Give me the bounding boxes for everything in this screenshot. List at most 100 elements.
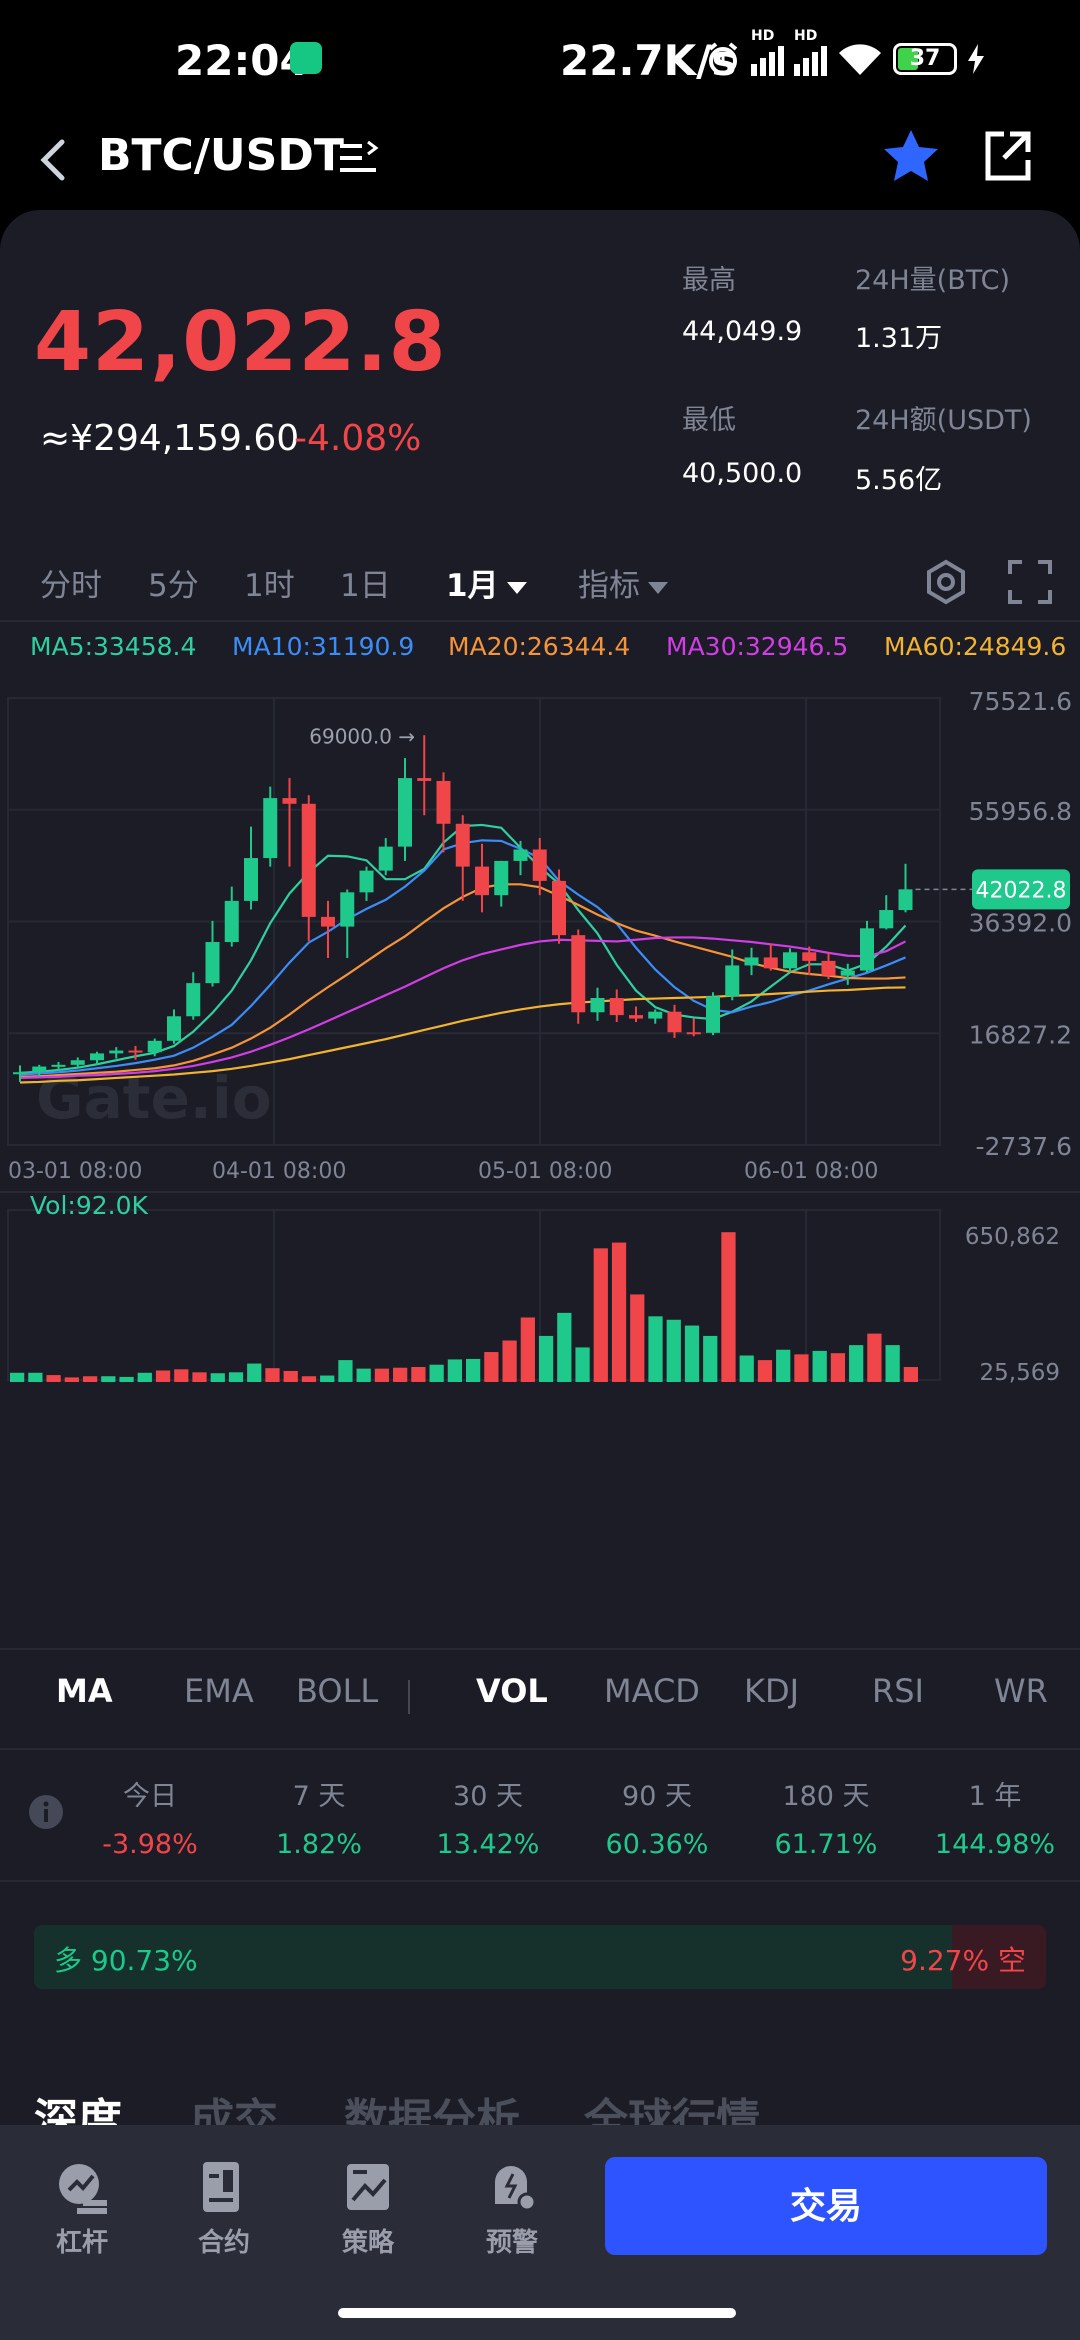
y-tick-label: 36392.0 <box>969 909 1072 938</box>
amount-24h-value: 5.56亿 <box>855 465 943 496</box>
cny-price: ≈¥294,159.60 <box>40 418 300 459</box>
pair-menu-icon[interactable] <box>338 136 380 182</box>
candle <box>378 846 393 871</box>
volume-bar <box>502 1340 517 1382</box>
volume-bar <box>338 1360 353 1382</box>
volume-24h-value: 1.31万 <box>855 323 943 354</box>
candle <box>301 803 316 917</box>
volume-bar <box>447 1359 462 1382</box>
candlestick-chart[interactable]: 75521.6 55956.8 36392.0 16827.2 -2737.6 03-01… <box>0 680 1080 1650</box>
signal-icon: HD <box>751 28 784 76</box>
perf-value: -3.98% <box>102 1829 198 1860</box>
tab-indicator-kdj[interactable]: KDJ <box>744 1672 800 1710</box>
candle <box>667 1011 682 1033</box>
candle <box>513 849 528 861</box>
tab-indicator-macd[interactable]: MACD <box>604 1672 700 1710</box>
status-time: 22:04 <box>175 36 309 85</box>
back-arrow-icon[interactable] <box>30 132 80 188</box>
tab-indicator-ema[interactable]: EMA <box>184 1672 254 1710</box>
candle <box>860 928 874 971</box>
alert-label: 预警 <box>485 2228 538 2258</box>
ma-legend: MA5:33458.4 MA10:31190.9 MA20:26344.4 MA… <box>0 620 1080 680</box>
volume-bar <box>301 1376 317 1382</box>
low-value: 40,500.0 <box>682 458 803 489</box>
perf-value: 61.71% <box>774 1829 878 1860</box>
indicator-dropdown[interactable]: 指标 <box>578 560 668 605</box>
tab-timeframe-5m[interactable]: 5分 <box>148 568 199 604</box>
candle <box>648 1011 663 1019</box>
volume-bar <box>393 1367 408 1382</box>
perf-label: 90 天 <box>622 1781 692 1812</box>
tab-timeframe-line[interactable]: 分时 <box>40 568 102 604</box>
strategy-button[interactable]: 策略 <box>318 2160 418 2259</box>
tab-indicator-wr[interactable]: WR <box>994 1672 1048 1710</box>
candle <box>783 952 797 969</box>
high-value: 44,049.9 <box>682 316 803 347</box>
candle <box>167 1016 181 1041</box>
share-icon[interactable] <box>980 126 1036 186</box>
timeframe-bar: 分时 5分 1时 1日 1月 指标 <box>0 540 1080 620</box>
contract-icon <box>203 2162 239 2212</box>
volume-bar <box>885 1345 900 1382</box>
alert-icon <box>495 2166 537 2212</box>
ma5-value: MA5:33458.4 <box>30 632 197 661</box>
volume-bar <box>739 1355 754 1382</box>
long-ratio-text: 多 90.73% <box>54 1944 198 1977</box>
chart-settings-icon[interactable] <box>922 558 970 606</box>
chevron-down-icon <box>648 581 668 594</box>
performance-row: 今日 -3.98% 7 天 1.82% 30 天 13.42% 90 天 60.36% … <box>0 1750 1080 1880</box>
candle <box>282 798 297 804</box>
x-tick-label: 03-01 08:00 <box>8 1159 142 1184</box>
contract-button[interactable]: 合约 <box>174 2160 274 2259</box>
tab-timeframe-1mo[interactable]: 1月 <box>446 560 527 605</box>
volume-bar <box>119 1376 134 1382</box>
volume-bar <box>82 1376 98 1382</box>
volume-bar <box>794 1354 809 1382</box>
trade-button[interactable]: 交易 <box>605 2157 1047 2255</box>
info-icon[interactable] <box>28 1794 64 1830</box>
volume-bar <box>174 1369 189 1382</box>
y-tick-label: -2737.6 <box>976 1132 1073 1161</box>
volume-bar <box>356 1368 371 1382</box>
candle <box>590 997 605 1013</box>
candle <box>552 880 566 936</box>
long-ratio-fill <box>34 1925 953 1989</box>
indicator-label: 指标 <box>578 568 640 604</box>
favorite-star-icon[interactable] <box>876 122 946 192</box>
candle <box>763 957 778 969</box>
candle <box>398 778 412 847</box>
volume-bar <box>10 1372 25 1382</box>
ma30-value: MA30:32946.5 <box>666 632 849 661</box>
leverage-button[interactable]: 杠杆 <box>32 2160 132 2259</box>
perf-7d: 7 天 1.82% <box>244 1774 394 1860</box>
tab-indicator-vol[interactable]: VOL <box>476 1672 548 1710</box>
shield-notification-icon <box>290 42 322 74</box>
candle <box>128 1050 143 1053</box>
volume-bar <box>867 1333 882 1382</box>
home-indicator[interactable] <box>338 2308 736 2318</box>
candle <box>532 849 547 881</box>
alert-button[interactable]: 预警 <box>462 2160 562 2259</box>
battery-icon: 37 <box>893 43 957 75</box>
tab-indicator-ma[interactable]: MA <box>56 1672 113 1710</box>
volume-bar <box>46 1375 61 1382</box>
candle <box>686 1032 701 1035</box>
status-icons: HD HD 37 <box>705 28 985 82</box>
pair-title[interactable]: BTC/USDT <box>98 130 344 181</box>
alarm-icon <box>708 42 738 75</box>
candle <box>13 1072 27 1075</box>
tab-timeframe-1h[interactable]: 1时 <box>244 568 295 604</box>
candle <box>840 970 855 976</box>
volume-bar <box>812 1350 827 1382</box>
volume-bar <box>320 1375 335 1382</box>
volume-bar <box>520 1317 535 1382</box>
tab-timeframe-1d[interactable]: 1日 <box>340 568 391 604</box>
current-price-badge <box>972 869 1070 910</box>
perf-value: 144.98% <box>934 1829 1056 1860</box>
tab-indicator-rsi[interactable]: RSI <box>872 1672 924 1710</box>
candle <box>629 1015 643 1019</box>
max-price-annotation: 69000.0 → <box>309 724 415 748</box>
tab-indicator-boll[interactable]: BOLL <box>296 1672 379 1710</box>
fullscreen-icon[interactable] <box>1006 558 1054 606</box>
candle <box>147 1040 162 1053</box>
